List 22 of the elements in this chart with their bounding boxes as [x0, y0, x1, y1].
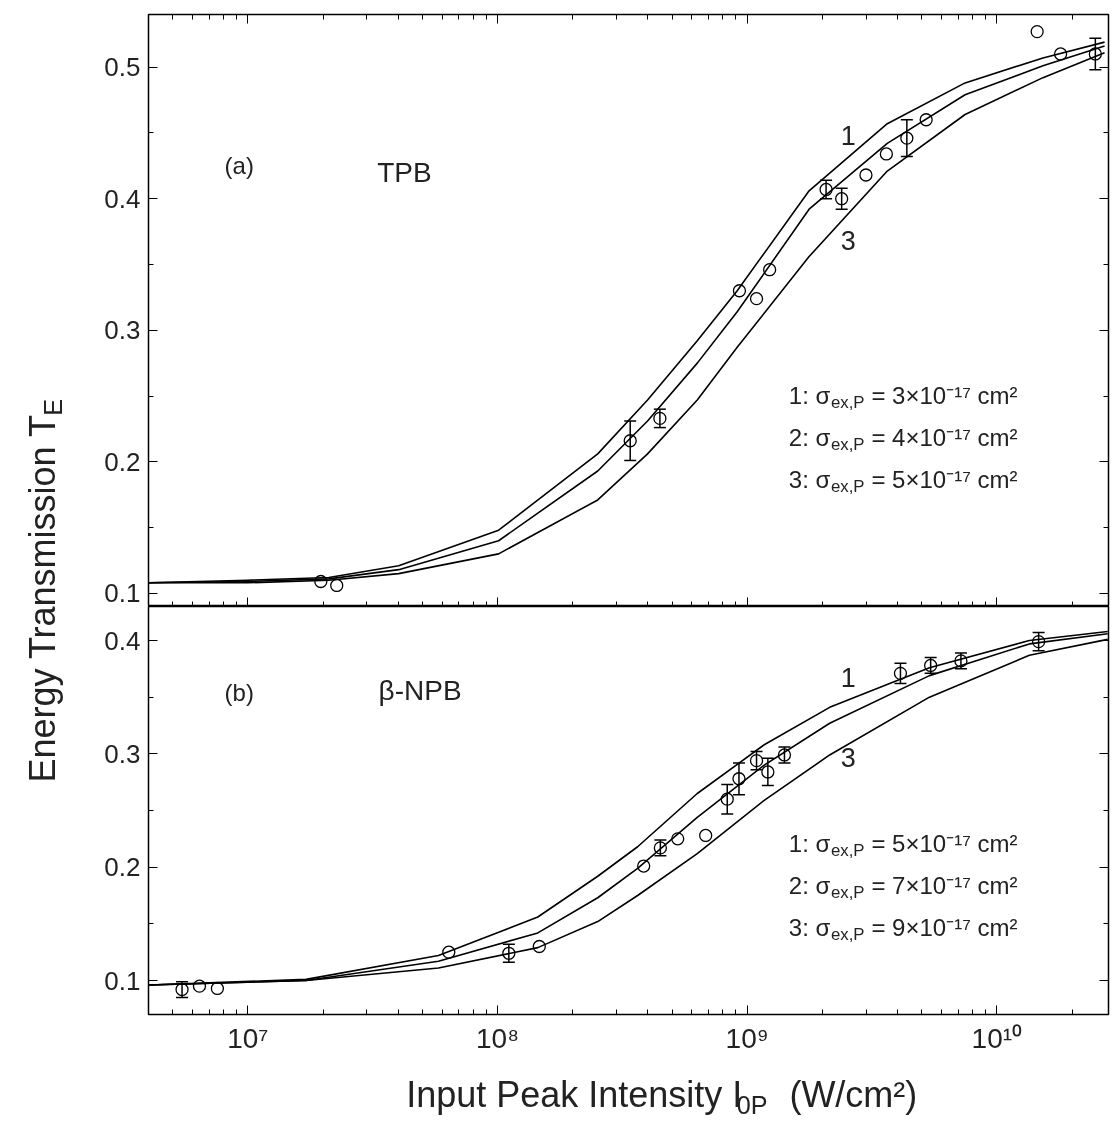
annotation: 1 — [840, 663, 856, 693]
annotation: 3 — [840, 226, 856, 256]
annotation: (a) — [224, 152, 254, 179]
y-tick-label: 0.3 — [104, 315, 141, 346]
x-tick-label: 10⁹ — [725, 1022, 769, 1054]
annotation: 3 — [840, 743, 856, 773]
y-tick-label: 0.4 — [104, 183, 141, 214]
annotation: 1 — [840, 121, 856, 151]
x-tick-label: 10⁷ — [227, 1022, 269, 1054]
y-tick-label: 0.4 — [104, 625, 141, 656]
y-tick-label: 0.2 — [104, 852, 141, 883]
annotation: (b) — [224, 679, 254, 706]
x-tick-label: 10¹⁰ — [971, 1022, 1023, 1054]
x-tick-label: 10⁸ — [476, 1022, 520, 1054]
y-tick-label: 0.1 — [104, 965, 141, 996]
y-axis-title: Energy Transmission TE — [22, 398, 68, 783]
annotation: TPB — [377, 157, 432, 188]
y-tick-label: 0.3 — [104, 738, 141, 769]
y-tick-label: 0.1 — [104, 578, 141, 609]
y-tick-label: 0.2 — [104, 446, 141, 477]
annotation: β-NPB — [378, 675, 462, 706]
y-tick-label: 0.5 — [104, 52, 141, 83]
